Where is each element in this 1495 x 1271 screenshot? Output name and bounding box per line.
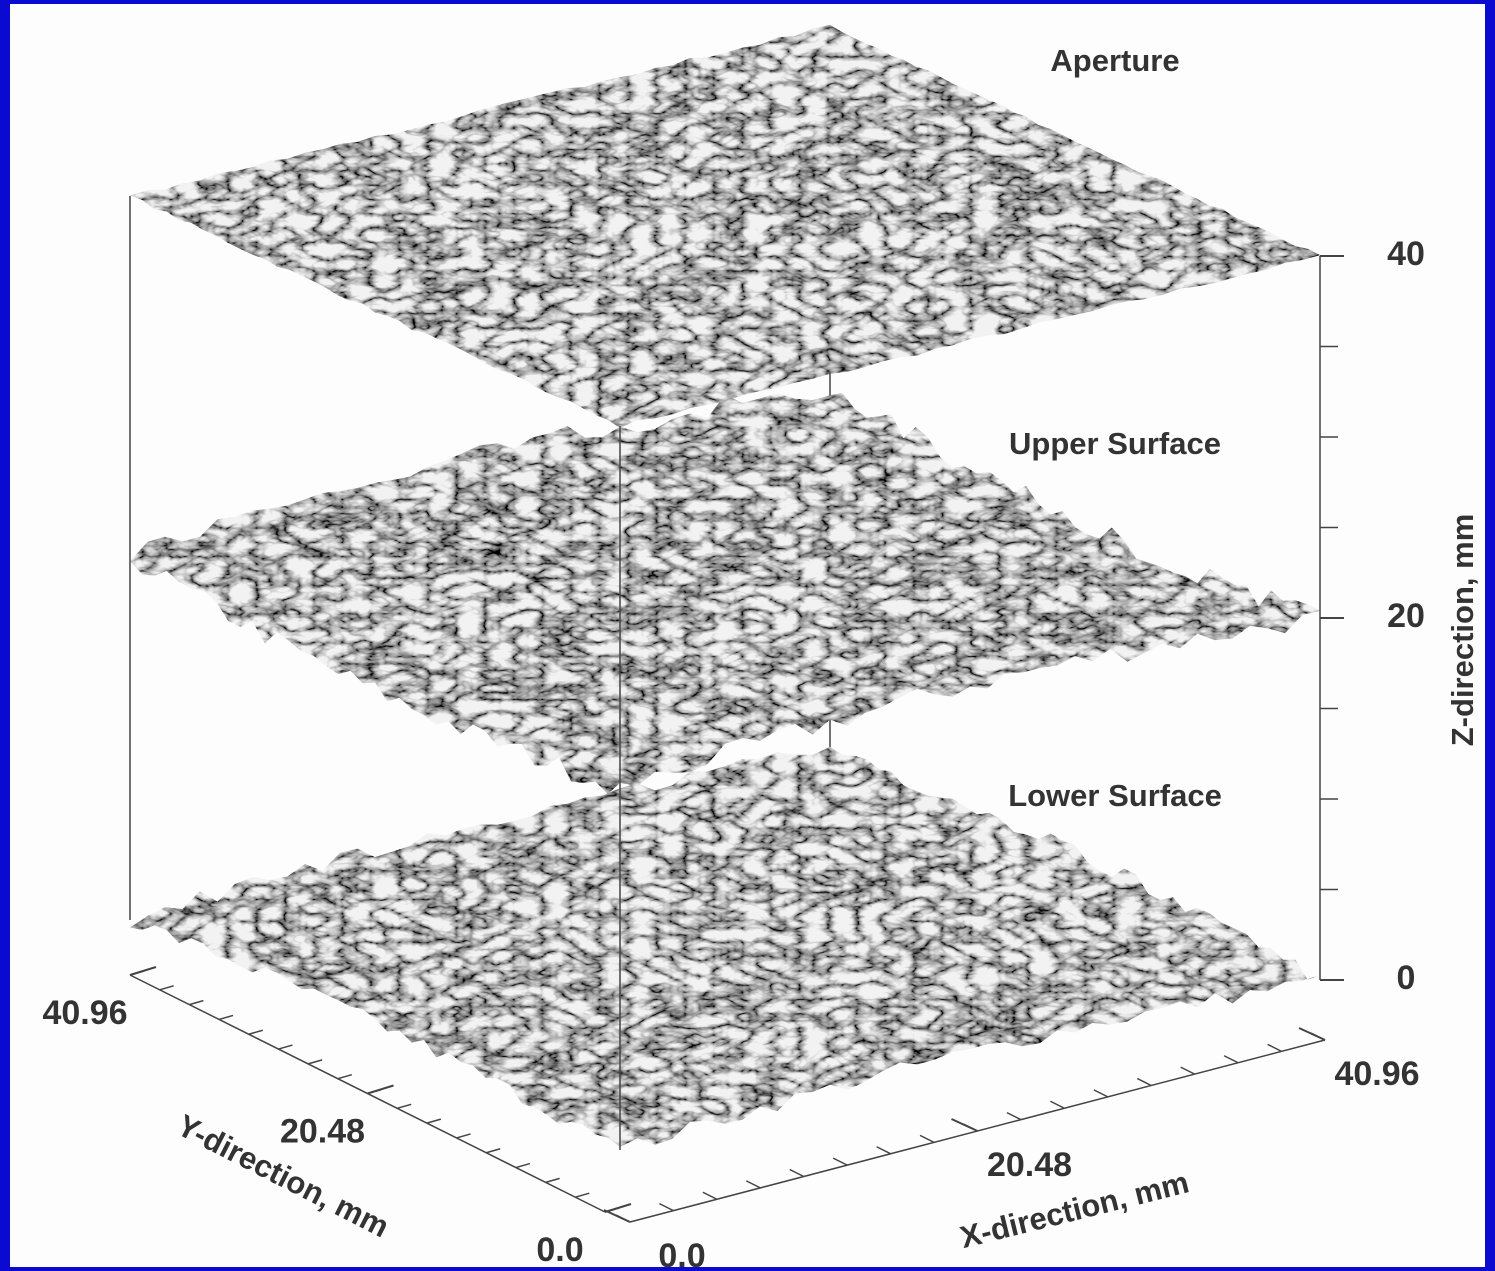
y-minor-tick <box>426 1118 442 1124</box>
x-minor-tick <box>659 1202 674 1212</box>
y-minor-tick <box>307 1059 323 1065</box>
x-minor-tick <box>832 1157 848 1166</box>
x-minor-tick <box>789 1168 805 1178</box>
y-tick-label: 0.0 <box>536 1231 583 1269</box>
surface-label: Aperture <box>1050 43 1179 78</box>
surface-label: Upper Surface <box>1009 426 1221 461</box>
x-minor-tick <box>745 1180 761 1189</box>
plot: Aperture Upper Surface Lower Surface 0 20 40 0… <box>42 24 1425 1271</box>
z-axis-label: Z-direction, mm <box>1445 514 1480 747</box>
x-minor-tick <box>1050 1100 1065 1109</box>
surface <box>130 746 1320 1147</box>
z-tick-label: 40 <box>1387 235 1425 273</box>
x-tick-label: 40.96 <box>1334 1055 1419 1093</box>
y-minor-tick <box>248 1029 263 1035</box>
x-minor-tick <box>702 1191 718 1200</box>
x-minor-tick <box>1093 1089 1109 1098</box>
z-tick-label: 20 <box>1387 597 1425 635</box>
x-minor-tick <box>1006 1111 1022 1121</box>
y-minor-tick <box>218 1014 234 1021</box>
x-minor-tick <box>1180 1066 1196 1075</box>
x-tick <box>951 1118 978 1132</box>
y-minor-tick <box>545 1177 560 1184</box>
x-minor-tick <box>876 1146 891 1155</box>
surface-label: Lower Surface <box>1008 778 1222 813</box>
y-tick-label: 20.48 <box>280 1112 365 1150</box>
surface <box>130 392 1320 795</box>
y-minor-tick <box>278 1044 293 1050</box>
y-minor-tick <box>159 985 174 991</box>
y-minor-tick <box>575 1192 590 1198</box>
x-minor-tick <box>1223 1055 1239 1064</box>
x-minor-tick <box>1136 1077 1152 1087</box>
y-tick-label: 40.96 <box>42 994 127 1032</box>
z-tick-label: 0 <box>1397 959 1416 997</box>
y-tick <box>367 1084 394 1095</box>
x-minor-tick <box>919 1134 935 1144</box>
y-tick <box>129 966 157 976</box>
y-minor-tick <box>486 1148 501 1154</box>
y-tick <box>604 1203 632 1213</box>
y-minor-tick <box>456 1133 471 1139</box>
x-minor-tick <box>1267 1043 1282 1053</box>
y-minor-tick <box>337 1073 353 1080</box>
x-tick-label: 0.0 <box>658 1237 705 1271</box>
y-minor-tick <box>515 1162 531 1169</box>
y-minor-tick <box>189 999 204 1006</box>
x-tick-label: 20.48 <box>987 1146 1072 1184</box>
x-tick <box>1298 1027 1326 1041</box>
surface <box>130 24 1320 428</box>
y-minor-tick <box>396 1103 412 1110</box>
